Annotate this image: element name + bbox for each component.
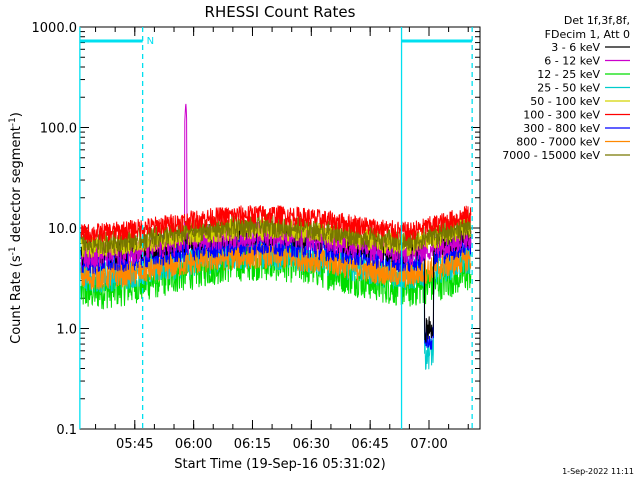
legend: Det 1f,3f,8f, FDecim 1, Att 0 3 - 6 keV6…	[502, 14, 630, 162]
legend-label: 25 - 50 keV	[537, 82, 600, 95]
chart-title: RHESSI Count Rates	[205, 3, 356, 21]
y-tick-label: 100.0	[40, 122, 77, 137]
legend-label: 100 - 300 keV	[523, 109, 600, 122]
legend-label: 800 - 7000 keV	[516, 136, 600, 149]
legend-header-2: FDecim 1, Att 0	[545, 28, 630, 41]
legend-label: 6 - 12 keV	[544, 55, 600, 68]
x-axis-label: Start Time (19-Sep-16 05:31:02)	[174, 457, 385, 472]
series-line	[80, 205, 472, 243]
series-line	[80, 212, 472, 255]
series-layer	[80, 103, 472, 370]
footer-date: 1-Sep-2022 11:11	[562, 467, 634, 476]
legend-label: 7000 - 15000 keV	[502, 149, 600, 162]
y-tick-label: 10.0	[48, 222, 77, 237]
legend-label: 300 - 800 keV	[523, 122, 600, 135]
x-tick-label: 07:00	[410, 437, 447, 452]
y-tick-label: 0.1	[56, 423, 77, 438]
y-tick-label: 1000.0	[32, 21, 78, 36]
x-tick-label: 06:30	[293, 437, 330, 452]
x-tick-label: 06:45	[351, 437, 388, 452]
legend-label: 12 - 25 keV	[537, 68, 600, 81]
night-marker-label: N	[147, 36, 154, 47]
legend-header-1: Det 1f,3f,8f,	[564, 14, 630, 27]
x-tick-label: 06:15	[234, 437, 271, 452]
x-tick-label: 06:00	[175, 437, 212, 452]
x-tick-label: 05:45	[116, 437, 153, 452]
legend-label: 3 - 6 keV	[551, 41, 600, 54]
y-axis-ticks: 0.1 1.0 10.0 100.0 1000.0	[32, 21, 480, 438]
legend-label: 50 - 100 keV	[530, 95, 600, 108]
x-axis-ticks: 05:45 06:00 06:15 06:30 06:45 07:00	[95, 27, 469, 452]
saa-markers: N	[79, 27, 473, 429]
y-tick-label: 1.0	[56, 323, 77, 338]
y-axis-label: Count Rate (s-1 detector segment-1)	[8, 112, 24, 344]
